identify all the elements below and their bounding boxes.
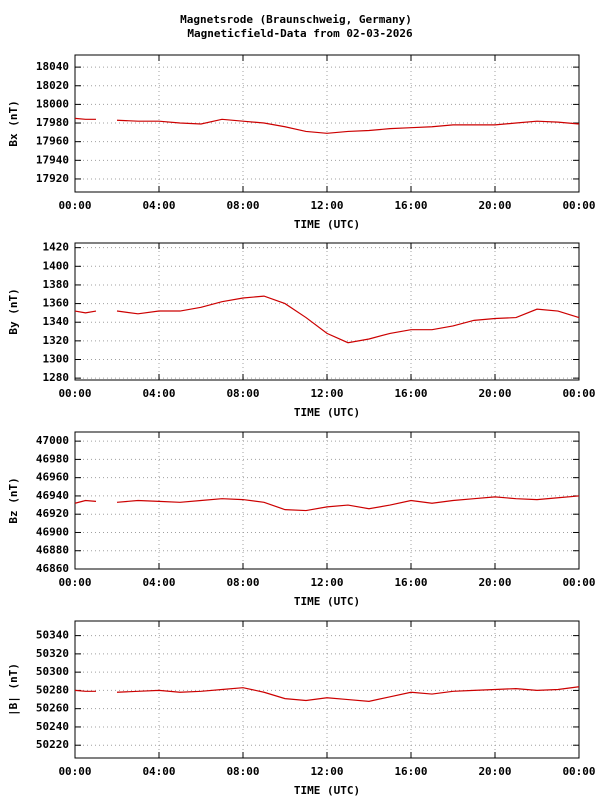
y-tick-label: 50280 [36,683,69,696]
x-tick-label: 00:00 [562,199,595,212]
x-tick-label: 00:00 [58,199,91,212]
x-tick-label: 00:00 [562,765,595,778]
y-tick-label: 50240 [36,720,69,733]
x-tick-label: 16:00 [394,576,427,589]
data-line [74,295,580,344]
x-tick-label: 00:00 [58,387,91,400]
x-tick-label: 08:00 [226,387,259,400]
y-tick-label: 46960 [36,471,69,484]
y-tick-label: 50340 [36,629,69,642]
y-tick-label: 46940 [36,489,69,502]
y-axis-label: Bz (nT) [7,477,20,523]
chart-subtitle: Magneticfield-Data from 02-03-2026 [187,27,413,40]
y-tick-label: 17960 [36,135,69,148]
x-tick-label: 12:00 [310,387,343,400]
x-tick-label: 08:00 [226,765,259,778]
x-tick-label: 12:00 [310,765,343,778]
y-tick-label: 17980 [36,116,69,129]
y-tick-label: 18020 [36,79,69,92]
y-tick-label: 1320 [43,334,70,347]
y-tick-label: 18040 [36,60,69,73]
y-tick-label: 46920 [36,507,69,520]
x-tick-label: 16:00 [394,765,427,778]
y-tick-label: 50260 [36,702,69,715]
y-tick-label: 50220 [36,738,69,751]
plot-frame [74,431,580,570]
data-line [74,117,580,134]
x-axis-label: TIME (UTC) [294,218,360,231]
y-axis-label: By (nT) [7,288,20,334]
x-tick-label: 16:00 [394,199,427,212]
x-tick-label: 20:00 [478,765,511,778]
chart-title: Magnetsrode (Braunschweig, Germany) [180,13,412,26]
x-axis-label: TIME (UTC) [294,406,360,419]
x-tick-label: 00:00 [562,576,595,589]
y-tick-label: 47000 [36,434,69,447]
x-tick-label: 04:00 [142,576,175,589]
plot-frame [74,620,580,759]
data-line [74,495,580,512]
y-axis-label: |B| (nT) [7,663,20,716]
x-tick-label: 00:00 [562,387,595,400]
y-tick-label: 46900 [36,525,69,538]
y-tick-label: 46860 [36,562,69,575]
y-tick-label: 46980 [36,452,69,465]
y-tick-label: 1340 [43,315,70,328]
x-axis-label: TIME (UTC) [294,595,360,608]
y-tick-label: 1400 [43,259,70,272]
x-tick-label: 00:00 [58,576,91,589]
y-tick-label: 50300 [36,665,69,678]
y-axis-label: Bx (nT) [7,100,20,146]
y-tick-label: 1360 [43,297,70,310]
x-tick-label: 20:00 [478,387,511,400]
x-tick-label: 20:00 [478,199,511,212]
x-tick-label: 20:00 [478,576,511,589]
y-tick-label: 1300 [43,352,70,365]
x-tick-label: 04:00 [142,387,175,400]
y-tick-label: 1380 [43,278,70,291]
data-line [74,686,580,702]
x-tick-label: 04:00 [142,199,175,212]
x-tick-label: 04:00 [142,765,175,778]
y-tick-label: 18000 [36,97,69,110]
x-tick-label: 08:00 [226,199,259,212]
y-tick-label: 46880 [36,544,69,557]
y-tick-label: 1280 [43,371,70,384]
x-axis-label: TIME (UTC) [294,784,360,797]
y-tick-label: 50320 [36,647,69,660]
y-tick-label: 1420 [43,241,70,254]
x-tick-label: 16:00 [394,387,427,400]
y-tick-label: 17920 [36,172,69,185]
x-tick-label: 12:00 [310,199,343,212]
y-tick-label: 17940 [36,153,69,166]
x-tick-label: 08:00 [226,576,259,589]
x-tick-label: 00:00 [58,765,91,778]
x-tick-label: 12:00 [310,576,343,589]
